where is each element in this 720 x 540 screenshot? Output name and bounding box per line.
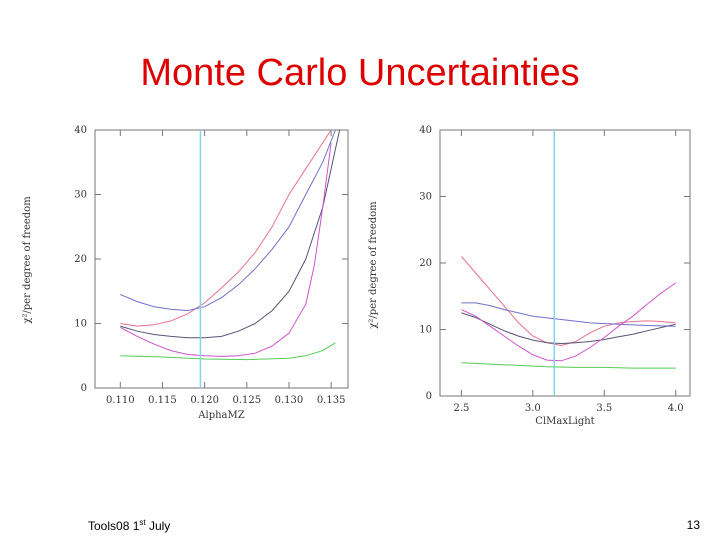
chart-clmaxlight: 0 10 20 30 40 2.5 3.0 3.5 4.0 ClMaxLight χ²/per de… [368,125,691,427]
footer-date-prefix: Tools08 1 [88,519,140,533]
footer-date-ordinal: st [139,518,146,527]
y-tick-label: 30 [419,192,432,203]
x-tick-label: 0.115 [148,395,177,406]
x-tick-label: 4.0 [668,403,684,414]
series-line-3 [120,142,332,357]
y-tick-label: 10 [419,325,432,336]
x-tick-label: 0.135 [317,395,346,406]
x-axis-label: ClMaxLight [535,416,594,427]
series-line-1 [461,302,676,327]
plot-frame [439,129,691,397]
series-line-1 [120,129,336,312]
x-tick-label: 0.125 [232,395,261,406]
y-axis-label: χ²/per degree of freedom [22,196,33,324]
series-line-3 [461,282,676,362]
chart-alphamz: 0 10 20 30 40 0.110 0.115 0.120 0.125 0.130 0.135 A… [22,125,349,421]
series-line-2 [461,312,676,345]
x-tick-label: 3.5 [596,403,612,414]
y-tick-label: 40 [74,125,87,136]
y-tick-label: 40 [419,125,432,136]
x-tick-label: 0.120 [190,395,219,406]
y-tick-label: 20 [419,258,432,269]
y-axis-label: χ²/per degree of freedom [368,201,379,329]
x-tick-label: 0.130 [275,395,304,406]
y-tick-label: 10 [74,319,87,330]
plot-frame [94,129,349,389]
x-tick-label: 0.110 [106,395,135,406]
x-axis-label: AlphaMZ [197,410,244,421]
series-line-2 [120,129,341,339]
page-number: 13 [686,518,700,532]
series-line-4 [120,342,336,361]
y-tick-label: 20 [74,254,87,265]
series-line-4 [461,362,676,369]
footer-left-text: Tools08 1st July [88,518,170,533]
y-tick-label: 30 [74,190,87,201]
footer-date-suffix: July [145,519,171,533]
series-line-0 [120,129,332,327]
y-tick-label: 0 [81,383,87,394]
slide-title: Monte Carlo Uncertainties [140,52,580,94]
y-tick-label: 0 [426,391,432,402]
x-tick-label: 2.5 [453,403,469,414]
x-tick-label: 3.0 [525,403,541,414]
